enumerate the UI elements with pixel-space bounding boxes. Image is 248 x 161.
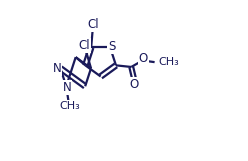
Text: CH₃: CH₃	[159, 57, 179, 67]
Text: S: S	[108, 40, 115, 53]
Text: CH₃: CH₃	[59, 101, 80, 111]
Text: N: N	[53, 62, 61, 75]
Text: Cl: Cl	[88, 18, 99, 31]
Text: O: O	[139, 52, 148, 65]
Text: O: O	[129, 78, 138, 91]
Text: N: N	[63, 81, 71, 94]
Text: Cl: Cl	[78, 39, 90, 52]
